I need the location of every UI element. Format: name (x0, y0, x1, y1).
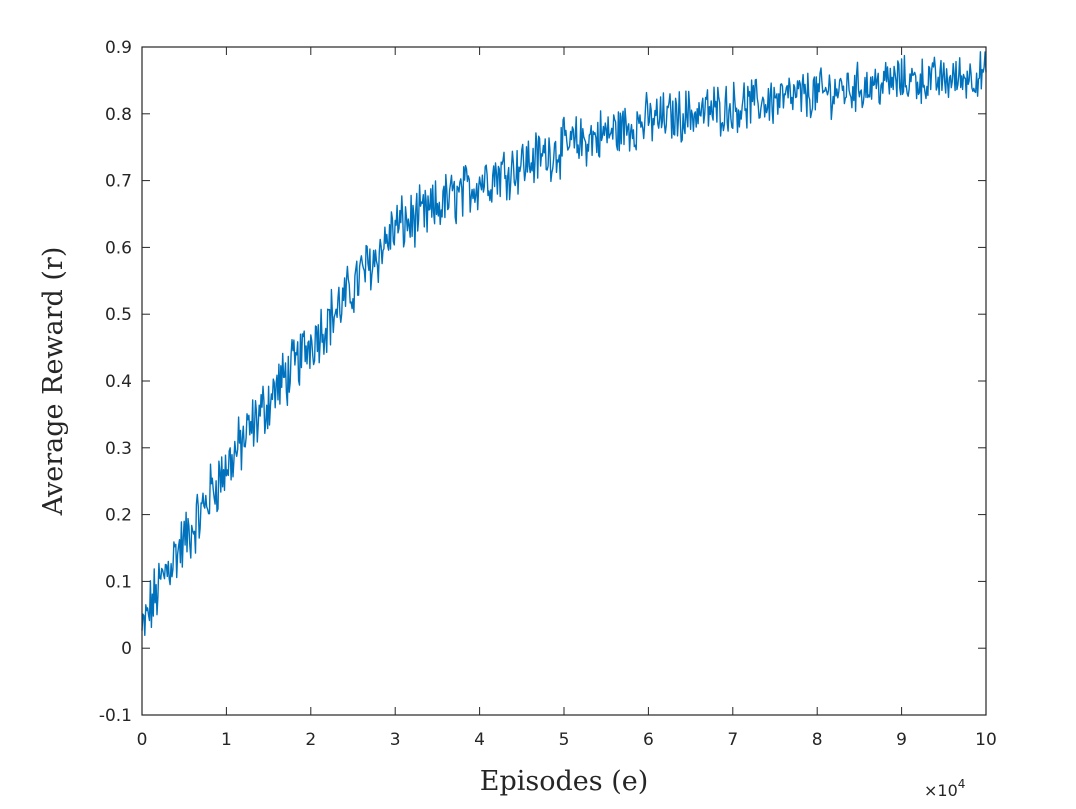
x-multiplier-label: ×104 (924, 777, 965, 800)
x-tick-label: 2 (305, 730, 316, 750)
plot-background (142, 47, 986, 715)
x-tick-label: 9 (896, 730, 907, 750)
y-tick-label: 0 (121, 639, 132, 659)
y-axis: -0.1 0 0.1 0.2 0.3 0.4 0.5 0.6 0.7 0.8 0.9 (99, 38, 986, 726)
x-multiplier-exponent: 4 (958, 777, 966, 791)
y-tick-label: -0.1 (99, 706, 132, 726)
x-multiplier-base: ×10 (924, 781, 958, 800)
x-axis-title: Episodes (e) (480, 766, 649, 797)
x-tick-label: 4 (474, 730, 485, 750)
x-tick-label: 7 (727, 730, 738, 750)
y-tick-label: 0.6 (105, 238, 132, 258)
series-layer (141, 51, 987, 636)
x-tick-label: 3 (390, 730, 401, 750)
y-tick-label: 0.1 (105, 572, 132, 592)
y-axis-title: Average Reward (r) (38, 247, 69, 517)
series-line (141, 51, 987, 636)
y-tick-label: 0.7 (105, 172, 132, 192)
x-tick-label: 8 (812, 730, 823, 750)
y-tick-label: 0.2 (105, 506, 132, 526)
x-tick-label: 0 (137, 730, 148, 750)
x-tick-label: 6 (643, 730, 654, 750)
y-tick-label: 0.4 (105, 372, 132, 392)
x-axis: 0 1 2 3 4 5 6 7 8 9 10 (137, 47, 997, 750)
y-tick-label: 0.5 (105, 305, 132, 325)
x-tick-label: 10 (975, 730, 997, 750)
y-tick-label: 0.8 (105, 105, 132, 125)
y-tick-label: 0.3 (105, 439, 132, 459)
x-tick-label: 1 (221, 730, 232, 750)
x-tick-label: 5 (559, 730, 570, 750)
y-tick-label: 0.9 (105, 38, 132, 58)
